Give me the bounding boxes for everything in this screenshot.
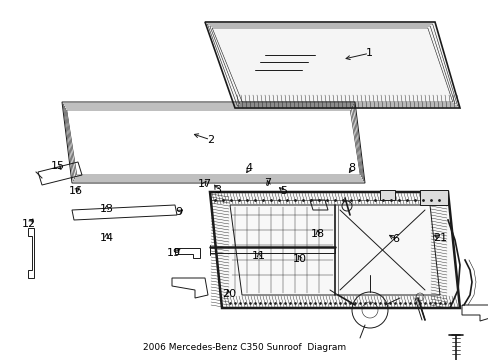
Polygon shape	[209, 192, 459, 308]
Text: 16: 16	[69, 186, 82, 196]
Polygon shape	[204, 22, 459, 108]
Text: 4: 4	[245, 163, 252, 174]
Text: 8: 8	[348, 163, 355, 174]
Text: 2006 Mercedes-Benz C350 Sunroof  Diagram: 2006 Mercedes-Benz C350 Sunroof Diagram	[142, 343, 346, 352]
Text: 7: 7	[264, 178, 271, 188]
Text: 11: 11	[252, 251, 265, 261]
Text: 21: 21	[432, 233, 446, 243]
Text: 2: 2	[206, 135, 213, 145]
Text: 13: 13	[100, 204, 113, 214]
Text: 18: 18	[310, 229, 324, 239]
Text: 12: 12	[22, 219, 36, 229]
Text: 3: 3	[214, 185, 221, 195]
Text: 19: 19	[166, 248, 180, 258]
Text: 9: 9	[175, 207, 182, 217]
Text: 10: 10	[293, 254, 306, 264]
Text: 1: 1	[365, 48, 372, 58]
Polygon shape	[379, 190, 394, 200]
Text: 14: 14	[100, 233, 113, 243]
Text: 20: 20	[222, 289, 235, 300]
Text: 15: 15	[51, 161, 64, 171]
Polygon shape	[419, 190, 447, 205]
Text: 5: 5	[280, 186, 286, 196]
Text: 17: 17	[197, 179, 211, 189]
Text: 6: 6	[392, 234, 399, 244]
